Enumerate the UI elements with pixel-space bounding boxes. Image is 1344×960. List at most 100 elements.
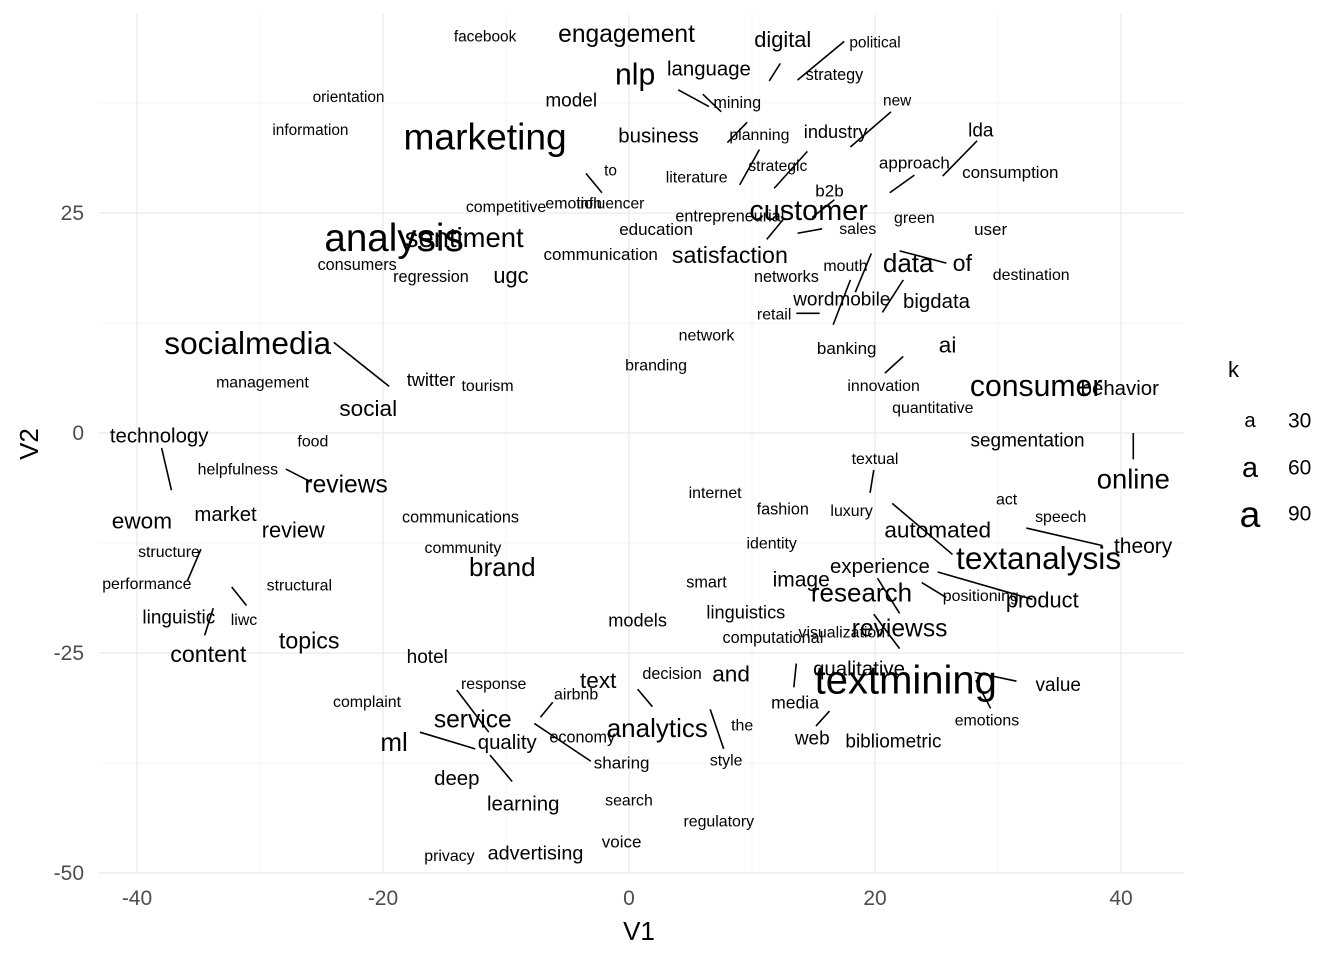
word-label: service bbox=[434, 706, 512, 733]
word-label: positioning bbox=[943, 588, 1019, 605]
word-label: community bbox=[425, 540, 502, 557]
word-label: style bbox=[710, 753, 743, 770]
legend-label: 90 bbox=[1288, 503, 1311, 526]
word-label: satisfaction bbox=[672, 242, 788, 268]
leader-line bbox=[975, 679, 992, 709]
word-label: twitter bbox=[407, 370, 456, 390]
word-label: consumer bbox=[970, 370, 1103, 403]
word-label: technology bbox=[110, 426, 209, 448]
word-label: of bbox=[953, 250, 973, 276]
word-label: media bbox=[771, 692, 819, 712]
label-leader-lines bbox=[160, 40, 1135, 782]
word-label: linguistics bbox=[706, 603, 785, 623]
word-label: content bbox=[170, 641, 247, 667]
word-label: internet bbox=[689, 485, 743, 502]
word-label: reviews bbox=[304, 471, 387, 498]
word-label: emotions bbox=[955, 712, 1020, 729]
legend-label: 30 bbox=[1288, 410, 1311, 433]
leader-line bbox=[921, 581, 947, 599]
word-label: socialmedia bbox=[164, 325, 331, 361]
word-label: liwc bbox=[231, 612, 258, 629]
word-label: food bbox=[297, 433, 328, 450]
word-label: communication bbox=[544, 245, 658, 264]
word-label: product bbox=[1006, 588, 1079, 613]
word-label: to bbox=[604, 162, 617, 179]
legend-key-glyph: a bbox=[1244, 410, 1256, 432]
word-label: behavior bbox=[1081, 378, 1159, 400]
word-label: quality bbox=[478, 732, 538, 754]
word-label: tourism bbox=[461, 378, 513, 395]
leader-line bbox=[636, 688, 653, 708]
word-label: complaint bbox=[333, 694, 402, 711]
leader-line bbox=[815, 710, 831, 727]
word-label: economy bbox=[549, 728, 616, 746]
legend-key-glyph: a bbox=[1242, 452, 1259, 484]
word-label: fashion bbox=[757, 501, 809, 519]
word-label: strategy bbox=[806, 66, 864, 84]
word-label: industry bbox=[804, 122, 869, 142]
legend-key-glyph: a bbox=[1240, 493, 1261, 535]
word-label: retail bbox=[757, 307, 791, 324]
leader-line bbox=[937, 571, 1033, 601]
legend: k a 30 a 60 a 90 bbox=[1228, 357, 1311, 535]
y-tick-label: -50 bbox=[54, 862, 84, 885]
leader-line bbox=[186, 548, 202, 582]
word-label: mining bbox=[713, 94, 761, 112]
word-label: innovation bbox=[847, 378, 919, 395]
grid bbox=[98, 14, 1184, 874]
word-label: image bbox=[773, 568, 830, 591]
leader-line bbox=[768, 62, 781, 82]
x-axis-title: V1 bbox=[623, 916, 655, 946]
word-label: experience bbox=[830, 556, 930, 578]
word-label: branding bbox=[625, 358, 687, 375]
word-label: destination bbox=[993, 267, 1070, 284]
word-label: sales bbox=[839, 221, 876, 238]
leader-line bbox=[1026, 527, 1103, 547]
word-label: qualitative bbox=[813, 659, 905, 681]
word-label: textanalysis bbox=[956, 540, 1121, 576]
word-label: competitive bbox=[466, 199, 547, 216]
x-tick-label: 0 bbox=[623, 887, 635, 910]
leader-line bbox=[881, 279, 904, 313]
word-label: social bbox=[339, 396, 397, 421]
word-label: computational bbox=[723, 629, 824, 647]
word-label: facebook bbox=[454, 29, 517, 46]
word-label: emotion bbox=[545, 196, 602, 213]
leader-line bbox=[489, 754, 513, 782]
word-label: ml bbox=[380, 727, 407, 757]
word-label: lda bbox=[968, 121, 994, 142]
leader-line bbox=[766, 219, 784, 240]
word-label: planning bbox=[729, 127, 789, 144]
leader-line bbox=[539, 701, 554, 718]
word-label: response bbox=[461, 676, 527, 693]
word-labels: facebook engagement digital political nlp lan… bbox=[102, 21, 1173, 865]
word-label: regression bbox=[393, 268, 469, 286]
leader-line bbox=[739, 149, 761, 186]
word-label: online bbox=[1097, 463, 1170, 494]
word-label: airbnb bbox=[554, 687, 598, 704]
leader-line bbox=[793, 663, 798, 688]
word-label: value bbox=[1036, 675, 1081, 696]
word-label: learning bbox=[487, 793, 560, 815]
word-label: entrepreneurial bbox=[675, 208, 784, 226]
leader-line bbox=[849, 111, 892, 148]
word-label: smart bbox=[686, 574, 727, 592]
leader-line bbox=[160, 447, 173, 491]
word-label: quantitative bbox=[892, 400, 973, 417]
leader-line bbox=[677, 89, 710, 108]
leader-line bbox=[533, 722, 592, 762]
leader-line bbox=[899, 250, 947, 264]
y-axis-ticks: -50 -25 0 25 bbox=[54, 202, 84, 885]
leader-line bbox=[832, 279, 852, 326]
word-label: visualization bbox=[799, 624, 886, 641]
leader-line bbox=[285, 468, 313, 483]
word-label: b2b bbox=[815, 182, 843, 201]
leader-line bbox=[889, 174, 915, 194]
word-label: act bbox=[996, 491, 1018, 508]
word-label: identity bbox=[747, 535, 797, 552]
word-label: green bbox=[894, 210, 935, 227]
word-label: ewom bbox=[112, 509, 172, 534]
word-label: brand bbox=[469, 552, 536, 582]
